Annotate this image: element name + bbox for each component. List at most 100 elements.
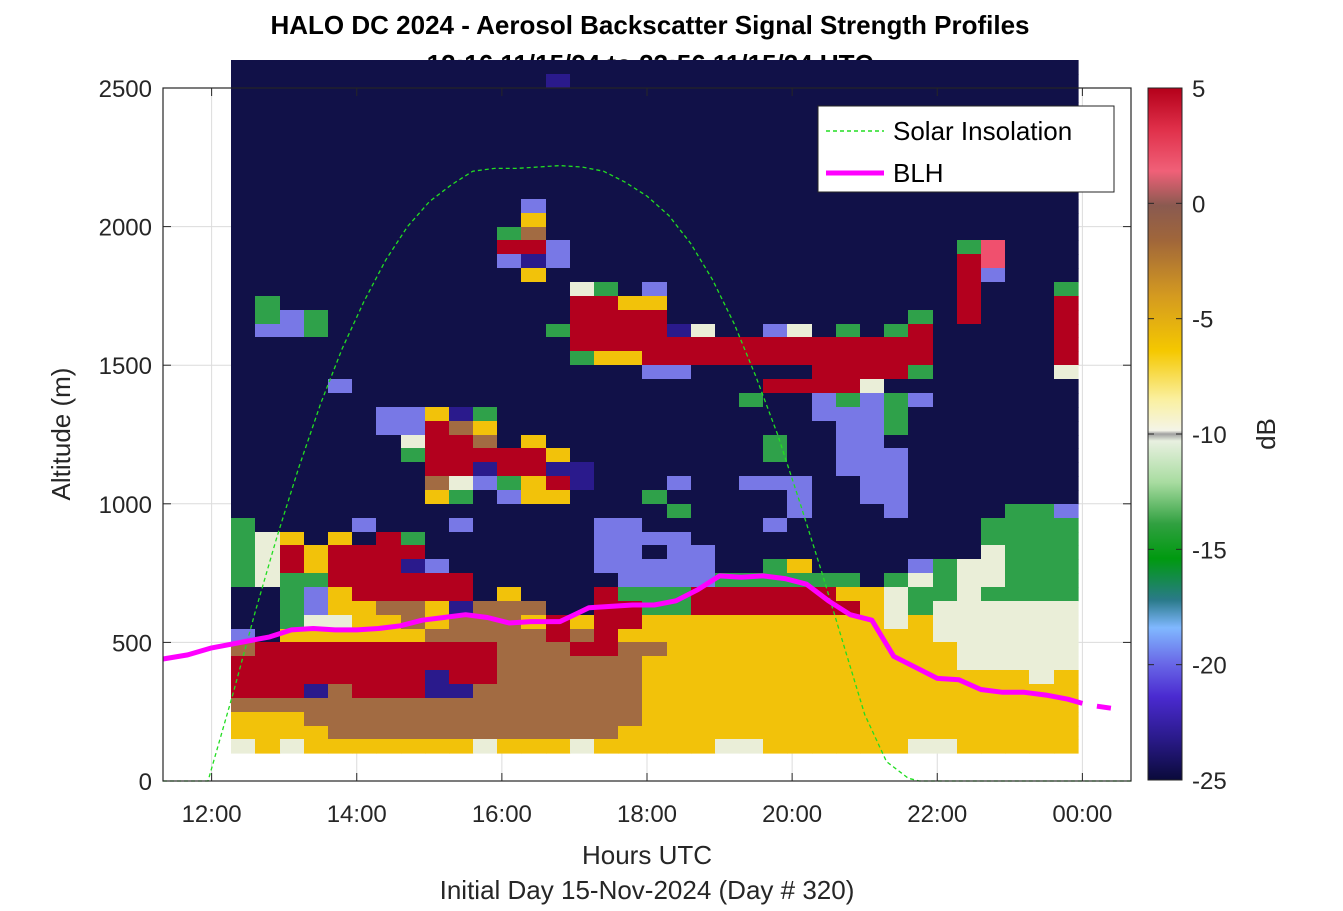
heatmap-cell — [836, 351, 861, 366]
heatmap-cell — [787, 559, 813, 574]
heatmap-cell — [546, 698, 571, 713]
heatmap-cell — [763, 642, 788, 657]
heatmap-cell — [328, 518, 353, 533]
heatmap-cell — [739, 532, 764, 546]
heatmap-cell — [425, 421, 450, 436]
heatmap-cell — [449, 254, 474, 269]
heatmap-cell — [1029, 60, 1055, 75]
y-tick-label: 0 — [139, 769, 152, 796]
heatmap-cell — [425, 545, 450, 560]
heatmap-cell — [933, 282, 958, 297]
heatmap-cell — [594, 143, 619, 158]
heatmap-cell — [352, 476, 377, 491]
heatmap-cell — [449, 185, 474, 200]
heatmap-cell — [1054, 739, 1079, 754]
heatmap-cell — [1005, 421, 1030, 436]
heatmap-cell — [691, 351, 716, 366]
heatmap-cell — [763, 393, 788, 408]
heatmap-cell — [570, 310, 595, 325]
heatmap-cell — [231, 739, 256, 754]
heatmap-cell — [739, 407, 764, 422]
heatmap-cell — [933, 726, 958, 740]
heatmap-cell — [304, 504, 329, 519]
heatmap-cell — [425, 684, 450, 699]
heatmap-cell — [667, 559, 692, 574]
heatmap-cell — [497, 393, 522, 408]
heatmap-cell — [449, 393, 474, 408]
heatmap-cell — [352, 102, 377, 117]
heatmap-cell — [255, 213, 281, 228]
heatmap-cell — [884, 365, 909, 380]
heatmap-cell — [957, 559, 982, 574]
heatmap-cell — [618, 171, 643, 186]
heatmap-cell — [884, 518, 909, 533]
heatmap-cell — [884, 573, 909, 588]
heatmap-cell — [981, 74, 1006, 89]
heatmap-cell — [884, 545, 909, 560]
heatmap-cell — [642, 504, 668, 519]
heatmap-cell — [594, 448, 619, 463]
heatmap-cell — [836, 88, 861, 103]
heatmap-cell — [255, 199, 281, 214]
heatmap-cell — [352, 60, 377, 75]
heatmap-cell — [691, 116, 716, 131]
heatmap-cell — [908, 573, 934, 588]
heatmap-cell — [908, 199, 934, 214]
heatmap-cell — [642, 171, 668, 186]
heatmap-cell — [328, 310, 353, 325]
heatmap-cell — [884, 407, 909, 422]
heatmap-cell — [618, 448, 643, 463]
heatmap-cell — [304, 213, 329, 228]
heatmap-cell — [618, 130, 643, 144]
heatmap-cell — [546, 504, 571, 519]
heatmap-cell — [739, 337, 764, 352]
heatmap-cell — [739, 601, 764, 616]
heatmap-cell — [981, 698, 1006, 713]
heatmap-cell — [1054, 421, 1079, 436]
heatmap-cell — [739, 74, 764, 89]
heatmap-cell — [1054, 601, 1079, 616]
heatmap-cell — [787, 143, 813, 158]
heatmap-cell — [1029, 393, 1055, 408]
heatmap-cell — [1054, 74, 1079, 89]
heatmap-cell — [1029, 296, 1055, 311]
heatmap-cell — [763, 684, 788, 699]
heatmap-cell — [933, 310, 958, 325]
heatmap-cell — [570, 642, 595, 657]
heatmap-cell — [691, 698, 716, 713]
heatmap-cell — [957, 379, 982, 394]
heatmap-cell — [401, 143, 426, 158]
heatmap-cell — [836, 587, 861, 602]
heatmap-cell — [618, 573, 643, 588]
heatmap-cell — [1005, 365, 1030, 380]
heatmap-cell — [521, 435, 547, 449]
heatmap-cell — [280, 684, 305, 699]
heatmap-cell — [473, 462, 498, 477]
heatmap-cell — [425, 587, 450, 602]
heatmap-cell — [642, 310, 668, 325]
heatmap-cell — [231, 393, 256, 408]
x-tick-label: 14:00 — [327, 801, 387, 828]
heatmap-cell — [280, 559, 305, 574]
heatmap-cell — [570, 88, 595, 103]
heatmap-cell — [715, 670, 740, 685]
heatmap-cell — [836, 213, 861, 228]
heatmap-cell — [860, 379, 885, 394]
heatmap-cell — [1054, 296, 1079, 311]
heatmap-cell — [642, 143, 668, 158]
heatmap-cell — [280, 712, 305, 727]
heatmap-cell — [618, 240, 643, 255]
heatmap-cell — [497, 670, 522, 685]
heatmap-cell — [642, 324, 668, 338]
heatmap-cell — [352, 629, 377, 643]
heatmap-cell — [304, 435, 329, 449]
heatmap-cell — [497, 296, 522, 311]
heatmap-cell — [739, 642, 764, 657]
heatmap-cell — [328, 143, 353, 158]
heatmap-cell — [763, 698, 788, 713]
heatmap-cell — [836, 615, 861, 630]
heatmap-cell — [715, 712, 740, 727]
heatmap-cell — [594, 559, 619, 574]
heatmap-cell — [449, 712, 474, 727]
heatmap-cell — [280, 670, 305, 685]
